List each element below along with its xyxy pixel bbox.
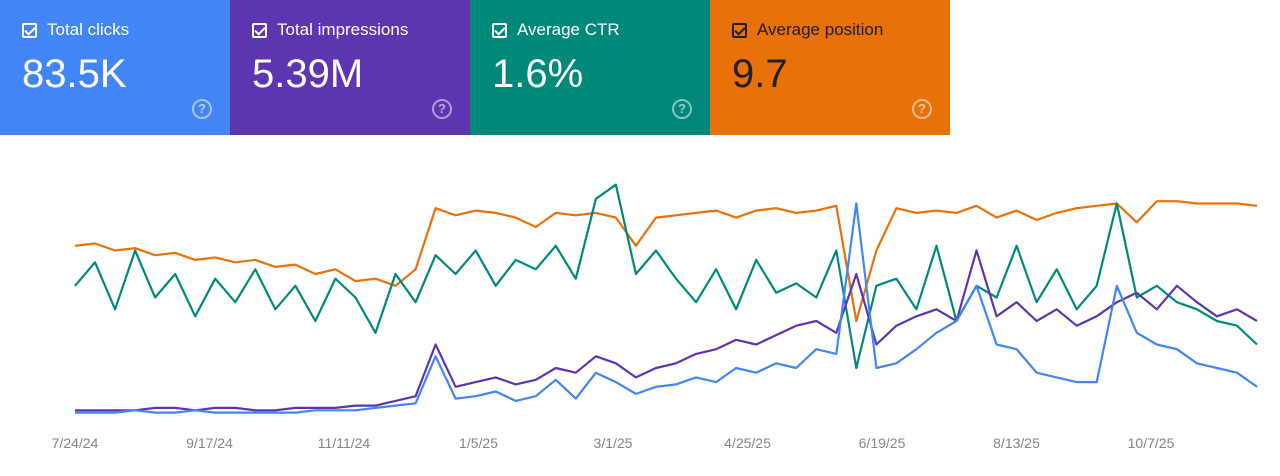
checkbox-icon[interactable] [492, 22, 507, 38]
metric-card-total-impressions[interactable]: Total impressions 5.39M ? [230, 0, 470, 135]
x-tick-label: 9/17/24 [186, 435, 233, 451]
x-tick-label: 6/19/25 [859, 435, 906, 451]
x-tick-label: 3/1/25 [594, 435, 633, 451]
metric-card-average-position[interactable]: Average position 9.7 ? [710, 0, 950, 135]
checkbox-icon[interactable] [732, 22, 747, 38]
performance-chart[interactable]: 7/24/24 9/17/24 11/11/24 1/5/25 3/1/25 4/25/2… [0, 135, 1280, 476]
x-tick-label: 7/24/24 [52, 435, 99, 451]
metric-label: Average CTR [517, 20, 620, 39]
metric-label: Total impressions [277, 20, 409, 39]
metric-card-average-ctr[interactable]: Average CTR 1.6% ? [470, 0, 710, 135]
metric-card-total-clicks[interactable]: Total clicks 83.5K ? [0, 0, 230, 135]
series-line-average-ctr [74, 183, 1258, 370]
x-tick-label: 8/13/25 [993, 435, 1040, 451]
metric-label: Total clicks [47, 20, 130, 39]
metric-value: 1.6% [492, 52, 584, 96]
x-tick-label: 1/5/25 [459, 435, 498, 451]
metric-label: Average position [757, 20, 884, 39]
x-tick-label: 10/7/25 [1128, 435, 1175, 451]
metric-value: 83.5K [22, 52, 127, 96]
help-icon[interactable]: ? [672, 99, 692, 119]
metric-value: 5.39M [252, 52, 364, 96]
help-icon[interactable]: ? [192, 99, 212, 119]
x-tick-label: 11/11/24 [318, 435, 371, 451]
series-line-total-clicks [75, 202, 1258, 414]
checkbox-icon[interactable] [22, 22, 37, 38]
help-icon[interactable]: ? [912, 99, 932, 119]
series-line-total-impressions [75, 249, 1258, 412]
metric-cards: Total clicks 83.5K ? Total impressions 5… [0, 0, 950, 135]
help-icon[interactable]: ? [432, 99, 452, 119]
x-tick-label: 4/25/25 [724, 435, 771, 451]
series-line-average-position [74, 200, 1258, 323]
metric-value: 9.7 [732, 52, 788, 96]
checkbox-icon[interactable] [252, 22, 267, 38]
